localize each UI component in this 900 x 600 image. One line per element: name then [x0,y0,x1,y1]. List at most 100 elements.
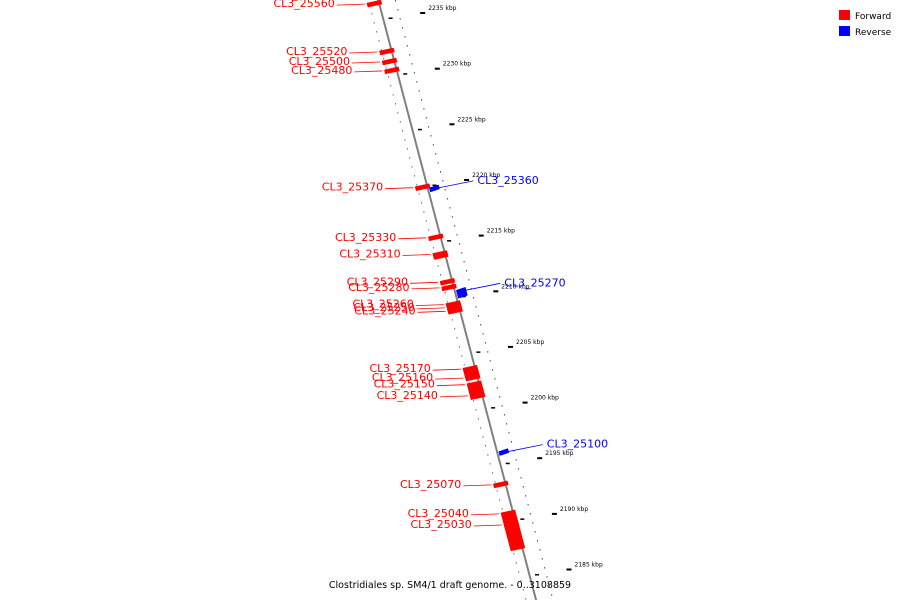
gene-label-cl3_25270[interactable]: CL3_25270 [504,276,565,289]
gene-glyph-cl3_25310[interactable] [432,250,449,260]
guide-dot [499,499,501,501]
gene-label-cl3_25250[interactable]: CL3_25250 [353,301,414,314]
gene-leader-line [415,304,444,306]
gene-glyph-cl3_25140[interactable] [469,391,486,400]
guide-dot [468,279,470,281]
gene-glyph-cl3_25480[interactable] [384,66,400,75]
gene-leader-line [417,310,446,313]
gene-label-cl3_25360[interactable]: CL3_25360 [477,174,538,187]
gene-glyph-cl3_25360[interactable] [429,184,440,193]
guide-dot [534,531,536,533]
guide-dot [454,328,456,330]
gene-label-cl3_25240[interactable]: CL3_25240 [354,304,415,317]
guide-dot [371,13,373,15]
scale-tick-label: 2185 kbp [575,562,603,569]
guide-dot [416,184,418,186]
gene-glyph-cl3_25030[interactable] [503,520,520,529]
guide-dot [466,270,467,272]
gene-label-cl3_25290[interactable]: CL3_25290 [347,275,408,288]
legend-swatch-reverse [839,26,850,36]
gene-glyph-cl3_25070[interactable] [492,480,509,489]
guide-dot [458,346,460,348]
gene-label-cl3_25140[interactable]: CL3_25140 [377,389,438,402]
gene-leader-line [436,384,465,387]
gene-label-cl3_25480[interactable]: CL3_25480 [291,64,352,77]
minor-tick [491,407,496,409]
strand-guide-dots [369,0,553,600]
gene-glyph-cl3_25100[interactable] [498,448,510,456]
gene-glyph-cl3_25240[interactable] [447,307,464,315]
gene-glyph-cl3_25290[interactable] [439,278,456,286]
guide-dot [440,171,441,173]
gene-label-cl3_25500[interactable]: CL3_25500 [289,55,350,68]
gene-glyph-cl3_25560[interactable] [366,0,383,8]
gene-label-cl3_25070[interactable]: CL3_25070 [400,478,461,491]
gene-label-cl3_25170[interactable]: CL3_25170 [369,362,430,375]
guide-dot [378,40,380,42]
gene-glyph-cl3_25040[interactable] [500,509,526,552]
guide-dot [404,139,406,141]
gene-label-cl3_25160[interactable]: CL3_25160 [372,371,433,384]
guide-dot [409,54,411,56]
scale-tick [478,234,484,237]
guide-dot [539,549,541,551]
scale-tick-label: 2220 kbp [472,172,500,179]
gene-glyph-cl3_25500[interactable] [381,57,398,66]
gene-leader-line [438,180,474,189]
gene-label-cl3_25560[interactable]: CL3_25560 [273,0,334,10]
gene-leader-line [470,513,499,516]
guide-dot [551,594,553,596]
guide-dot [461,355,463,357]
gene-glyph-cl3_25270[interactable] [455,286,468,299]
guide-dot [383,58,385,60]
gene-label-cl3_25310[interactable]: CL3_25310 [339,248,400,261]
guide-dot [416,81,418,83]
guide-dot [475,306,477,308]
guide-dot [437,162,439,164]
guide-dot [387,76,389,78]
guide-dot [480,427,482,429]
scale-tick-label: 2230 kbp [443,61,471,68]
guide-dot [503,414,505,416]
gene-label-cl3_25100[interactable]: CL3_25100 [547,438,608,451]
genome-backbone [377,0,538,600]
gene-label-cl3_25150[interactable]: CL3_25150 [374,378,435,391]
guide-dot [515,459,517,461]
gene-glyph-cl3_25280[interactable] [441,283,457,292]
gene-label-cl3_25520[interactable]: CL3_25520 [286,45,347,58]
gene-leader-line [411,287,440,290]
guide-dot [380,49,382,51]
minor-tick [476,351,481,353]
guide-dot [546,576,548,578]
gene-label-cl3_25570[interactable]: CL3_25570 [271,0,332,1]
gene-glyph-cl3_25160[interactable] [464,373,481,382]
guide-dot [515,562,517,564]
guide-dot [432,247,434,249]
gene-leader-line [354,70,383,73]
gene-label-cl3_25330[interactable]: CL3_25330 [335,231,396,244]
guide-dot [520,477,522,479]
guide-dot [480,324,482,326]
gene-label-cl3_25370[interactable]: CL3_25370 [322,181,383,194]
gene-glyph-cl3_25330[interactable] [427,233,444,242]
gene-glyph-cl3_25520[interactable] [379,47,395,56]
guide-dot [397,9,399,11]
gene-label-cl3_25030[interactable]: CL3_25030 [410,518,471,531]
gene-label-cl3_25040[interactable]: CL3_25040 [408,507,469,520]
gene-leader-line [439,395,468,398]
gene-leader-line [402,254,431,256]
scale-tick [537,457,543,460]
guide-dot [506,423,508,425]
guide-dot [458,243,460,245]
scale-tick-label: 2215 kbp [487,228,515,235]
gene-label-cl3_25280[interactable]: CL3_25280 [348,281,409,294]
guide-dot [404,36,406,38]
guide-dot [544,567,546,569]
guide-dot [430,135,432,137]
guide-dot [522,589,524,591]
gene-leader-line [416,307,445,310]
guide-dot [392,94,394,96]
guide-dot [411,166,413,168]
guide-dot [437,265,439,267]
gene-label-cl3_25260[interactable]: CL3_25260 [352,298,413,311]
